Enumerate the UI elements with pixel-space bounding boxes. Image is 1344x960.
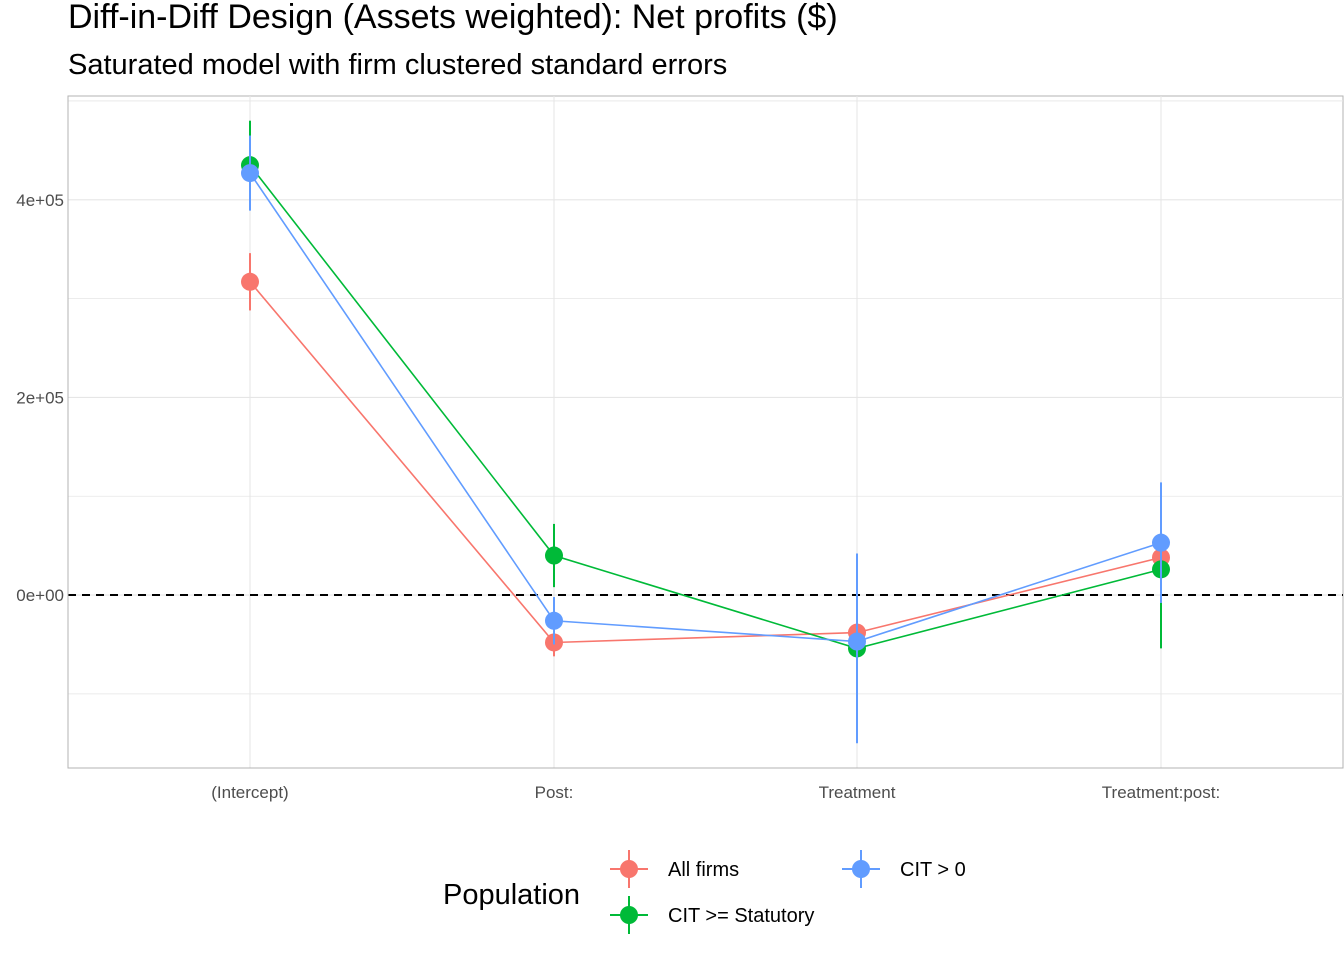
axis-layer: 0e+00 2e+05 4e+05 (Intercept) Post: Treatment… <box>16 96 1343 802</box>
grid-layer <box>68 96 1343 768</box>
legend-item: CIT >= Statutory <box>610 896 814 934</box>
series-line <box>249 164 1162 650</box>
data-point <box>545 546 563 565</box>
y-tick-label: 0e+00 <box>16 586 64 605</box>
y-tick-label: 2e+05 <box>16 388 64 407</box>
legend-label: CIT >= Statutory <box>668 905 814 927</box>
series-line <box>249 281 1162 644</box>
legend-label: All firms <box>668 859 739 881</box>
data-point <box>848 632 866 651</box>
legend-key-point <box>620 860 638 878</box>
series-line <box>249 172 1162 643</box>
chart-title: Diff-in-Diff Design (Assets weighted): N… <box>68 0 838 36</box>
data-point <box>545 611 563 630</box>
series-layer <box>241 120 1170 744</box>
legend-title: Population <box>443 879 580 911</box>
data-point <box>241 272 259 291</box>
data-point <box>241 164 259 183</box>
plot-panel <box>67 95 1344 769</box>
x-tick-label: Post: <box>535 783 574 802</box>
legend: Population All firms CIT >= Statutory CIT … <box>443 850 966 934</box>
chart-subtitle: Saturated model with firm clustered stan… <box>68 49 727 81</box>
legend-item: All firms <box>610 850 739 888</box>
legend-label: CIT > 0 <box>900 859 966 881</box>
x-tick-label: Treatment <box>819 783 896 802</box>
legend-key-point <box>852 860 870 878</box>
x-tick-label: Treatment:post: <box>1102 783 1220 802</box>
legend-item: CIT > 0 <box>842 850 966 888</box>
series-group <box>241 135 1170 744</box>
panel-border <box>67 95 1344 769</box>
legend-key-point <box>620 906 638 924</box>
series-group <box>241 120 1170 742</box>
y-tick-label: 4e+05 <box>16 191 64 210</box>
x-tick-label: (Intercept) <box>211 783 288 802</box>
data-point <box>1152 533 1170 552</box>
